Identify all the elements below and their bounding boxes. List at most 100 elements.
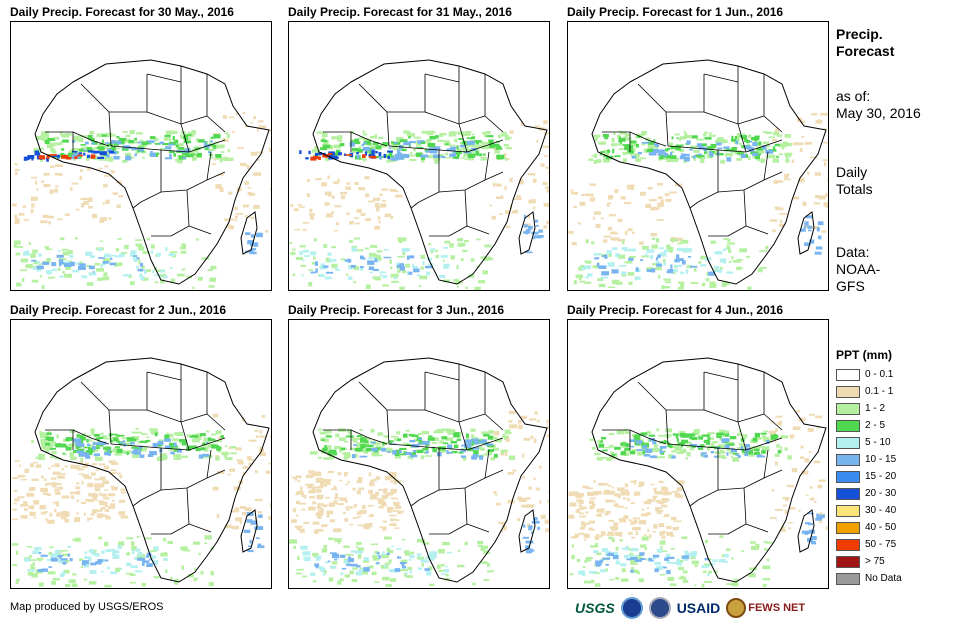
legend-row: 1 - 2 <box>836 400 902 417</box>
africa-coastline <box>312 59 548 285</box>
country-border <box>188 523 212 533</box>
panel-title: Daily Precip. Forecast for 4 Jun., 2016 <box>567 303 784 317</box>
country-border <box>350 131 388 147</box>
title-line: Forecast <box>836 43 895 59</box>
country-border <box>146 409 208 423</box>
country-border <box>72 131 110 147</box>
map-credit: Map produced by USGS/EROS <box>10 601 164 613</box>
country-border <box>424 371 460 381</box>
country-border <box>180 66 190 153</box>
country-border <box>665 111 669 147</box>
country-border <box>438 171 504 193</box>
country-border <box>667 437 783 451</box>
country-border <box>689 201 699 209</box>
panel-title: Daily Precip. Forecast for 31 May., 2016 <box>288 5 512 19</box>
country-border <box>737 364 747 451</box>
legend-row: 30 - 40 <box>836 502 902 519</box>
totals-line: Totals <box>836 181 873 197</box>
country-border <box>206 372 226 431</box>
country-border <box>629 429 667 445</box>
country-border <box>703 371 739 381</box>
country-border <box>745 225 769 235</box>
country-border <box>108 111 112 147</box>
legend-swatch <box>836 555 860 568</box>
legend-swatch <box>836 470 860 483</box>
madagascar-coastline <box>240 509 258 553</box>
legend-title: PPT (mm) <box>836 348 893 362</box>
country-border <box>637 372 705 411</box>
country-border <box>108 409 112 445</box>
legend-row: 5 - 10 <box>836 434 902 451</box>
legend-row: > 75 <box>836 553 902 570</box>
country-border <box>665 409 669 445</box>
country-border <box>737 66 747 153</box>
legend-label: 2 - 5 <box>865 420 886 431</box>
panel-title: Daily Precip. Forecast for 3 Jun., 2016 <box>288 303 505 317</box>
country-border <box>703 409 765 423</box>
country-border <box>438 469 504 491</box>
legend-row: 50 - 75 <box>836 536 902 553</box>
legend-row: No Data <box>836 570 902 587</box>
country-border <box>358 372 426 411</box>
usaid-logo: USAID <box>676 600 721 616</box>
country-border <box>146 73 182 83</box>
legend-swatch <box>836 368 860 381</box>
noaa-logo-icon <box>620 597 643 619</box>
country-border <box>484 151 490 181</box>
precip-overlay <box>289 410 549 587</box>
madagascar-coastline <box>797 509 815 553</box>
country-border <box>424 73 460 83</box>
precip-overlay <box>11 413 271 588</box>
legend-label: 1 - 2 <box>865 403 886 414</box>
panel-title: Daily Precip. Forecast for 30 May., 2016 <box>10 5 234 19</box>
title-line: Precip. <box>836 26 883 42</box>
africa-coastline <box>591 59 827 285</box>
precip-map <box>10 21 272 291</box>
legend-label: > 75 <box>865 556 885 567</box>
precip-map <box>288 319 550 589</box>
country-border <box>160 469 226 491</box>
legend-swatch <box>836 504 860 517</box>
country-border <box>727 189 747 237</box>
legend-row: 2 - 5 <box>836 417 902 434</box>
africa-precip-svg <box>289 357 549 587</box>
country-border <box>180 364 190 451</box>
as-of-date: May 30, 2016 <box>836 105 921 121</box>
legend-label: 15 - 20 <box>865 471 897 482</box>
legend-row: 40 - 50 <box>836 519 902 536</box>
country-border <box>110 437 226 451</box>
madagascar-coastline <box>518 509 536 553</box>
africa-precip-svg <box>568 357 828 588</box>
country-border <box>703 111 765 125</box>
precip-overlay <box>12 112 271 290</box>
africa-coastline <box>34 357 270 583</box>
madagascar-coastline <box>797 211 815 255</box>
source-line: Data: <box>836 244 870 260</box>
country-border <box>170 189 190 237</box>
country-border <box>484 372 504 431</box>
product-title: Precip. Forecast <box>836 26 894 60</box>
country-border <box>110 139 226 153</box>
legend-swatch <box>836 521 860 534</box>
legend-row: 20 - 30 <box>836 485 902 502</box>
legend-swatch <box>836 402 860 415</box>
country-border <box>637 74 705 113</box>
legend: PPT (mm) 0 - 0.1 0.1 - 1 1 - 2 2 - 5 5 - 10 1… <box>836 348 902 587</box>
legend-row: 10 - 15 <box>836 451 902 468</box>
legend-row: 0.1 - 1 <box>836 383 902 400</box>
africa-precip-svg <box>11 357 271 588</box>
country-border <box>388 437 504 451</box>
africa-precip-svg <box>289 59 549 290</box>
fews-net-label: FEWS NET <box>748 602 806 614</box>
legend-label: No Data <box>865 573 902 584</box>
country-border <box>689 499 699 507</box>
legend-label: 10 - 15 <box>865 454 897 465</box>
country-border <box>424 111 486 125</box>
country-border <box>448 487 468 535</box>
legend-swatch <box>836 419 860 432</box>
precip-map <box>288 21 550 291</box>
totals-line: Daily <box>836 164 868 180</box>
precip-map <box>567 319 829 589</box>
country-border <box>358 74 426 113</box>
legend-row: 0 - 0.1 <box>836 366 902 383</box>
